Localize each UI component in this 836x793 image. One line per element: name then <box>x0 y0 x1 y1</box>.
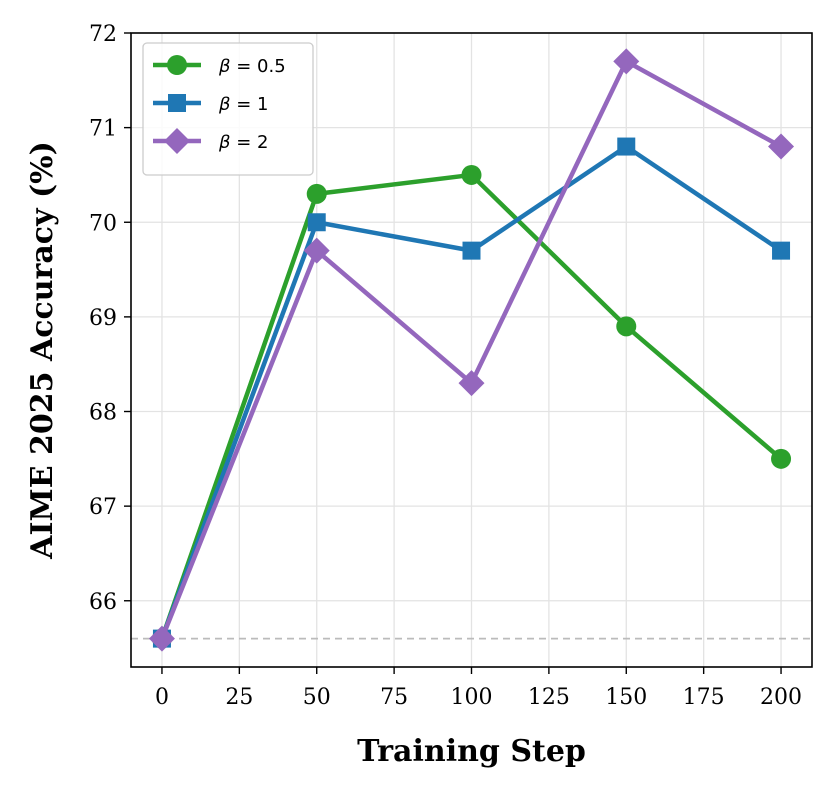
data-point <box>617 137 636 156</box>
y-axis-ticks: 66 67 68 69 70 71 72 <box>89 22 131 615</box>
legend-greek: β <box>218 94 231 115</box>
data-point <box>303 237 330 264</box>
data-point <box>772 241 791 260</box>
x-tick-label: 50 <box>303 685 331 710</box>
legend-marker <box>167 55 187 75</box>
legend-value: = 0.5 <box>231 56 286 77</box>
data-point <box>462 241 481 260</box>
x-tick-label: 150 <box>605 685 647 710</box>
data-point <box>613 48 640 75</box>
x-tick-label: 75 <box>380 685 408 710</box>
legend-value: = 2 <box>231 132 269 153</box>
y-tick-label: 66 <box>89 590 117 615</box>
y-tick-label: 72 <box>89 22 117 47</box>
x-tick-label: 175 <box>683 685 725 710</box>
legend-greek: β <box>218 56 231 77</box>
x-axis-ticks: 0 25 50 75 100 125 150 175 200 <box>155 667 802 710</box>
x-tick-label: 200 <box>760 685 802 710</box>
legend-item: β = 1 <box>153 94 268 115</box>
y-tick-label: 68 <box>89 401 117 426</box>
y-tick-label: 71 <box>89 117 117 142</box>
data-point <box>768 133 795 160</box>
y-axis-title: AIME 2025 Accuracy (%) <box>25 141 60 560</box>
legend-greek: β <box>218 132 231 153</box>
x-tick-label: 125 <box>528 685 570 710</box>
data-point <box>307 213 326 232</box>
legend-marker <box>168 94 186 112</box>
y-tick-label: 70 <box>89 211 117 236</box>
legend-label: β = 2 <box>218 132 268 153</box>
data-point <box>771 448 792 469</box>
x-tick-label: 25 <box>225 685 253 710</box>
legend: β = 0.5β = 1β = 2 <box>142 42 314 176</box>
x-axis-title: Training Step <box>357 734 586 769</box>
legend-item: β = 0.5 <box>153 55 286 77</box>
data-point <box>148 625 175 652</box>
data-point <box>461 164 482 185</box>
legend-label: β = 0.5 <box>218 56 286 77</box>
legend-value: = 1 <box>231 94 269 115</box>
data-point <box>616 316 637 337</box>
legend-item: β = 2 <box>153 128 268 154</box>
series-3 <box>148 48 795 652</box>
y-tick-label: 69 <box>89 306 117 331</box>
legend-label: β = 1 <box>218 94 268 115</box>
x-tick-label: 0 <box>155 685 169 710</box>
x-tick-label: 100 <box>451 685 493 710</box>
data-point <box>458 370 485 397</box>
series-layer <box>148 48 795 652</box>
data-point <box>306 183 327 204</box>
legend-marker <box>164 128 190 154</box>
y-tick-label: 67 <box>89 495 117 520</box>
